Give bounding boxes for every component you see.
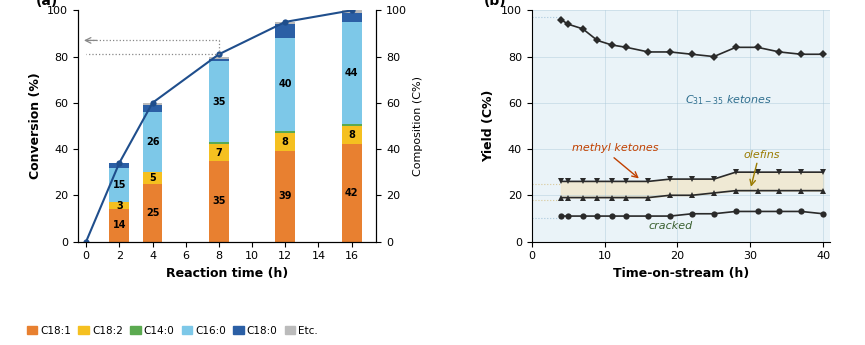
Bar [209,57,229,59]
Bar [209,161,229,242]
Text: 8: 8 [348,130,355,140]
Bar [275,130,295,133]
X-axis label: Time-on-stream (h): Time-on-stream (h) [613,267,749,280]
Text: methyl ketones: methyl ketones [572,144,658,153]
Text: 39: 39 [279,191,292,201]
Text: C$_{31-35}$ ketones: C$_{31-35}$ ketones [685,93,772,107]
Text: 14: 14 [112,220,126,230]
Bar [209,61,229,142]
Y-axis label: Conversion (%): Conversion (%) [29,72,42,179]
Text: 25: 25 [146,208,159,218]
Bar [342,10,362,13]
Bar [143,184,163,242]
Bar [143,105,163,112]
Bar [342,13,362,22]
Bar [275,22,295,24]
Text: olefins: olefins [743,150,779,160]
Y-axis label: Yield (C%): Yield (C%) [483,90,496,162]
Text: 40: 40 [279,79,292,89]
Text: 44: 44 [345,68,358,78]
Bar [342,124,362,126]
Bar [109,163,129,168]
Legend: C18:1, C18:2, C14:0, C16:0, C18:0, Etc.: C18:1, C18:2, C14:0, C16:0, C18:0, Etc. [22,322,323,340]
Text: 8: 8 [282,137,289,147]
Text: 3: 3 [116,201,123,211]
Bar [342,22,362,124]
Bar [275,24,295,38]
Text: 42: 42 [345,188,358,198]
Text: 35: 35 [212,196,226,206]
Bar [143,112,163,172]
Text: 26: 26 [146,137,159,147]
Bar [143,172,163,184]
Bar [275,38,295,130]
Text: 15: 15 [112,180,126,190]
Y-axis label: Composition (C%): Composition (C%) [413,76,423,176]
Bar [143,103,163,105]
X-axis label: Reaction time (h): Reaction time (h) [166,267,288,280]
Text: cracked: cracked [648,221,693,231]
Bar [275,133,295,151]
Bar [209,142,229,145]
Bar [109,209,129,242]
Bar [275,151,295,242]
Bar [109,202,129,209]
Text: 35: 35 [212,97,226,107]
Bar [209,59,229,61]
Bar [342,145,362,242]
Bar [209,145,229,161]
Text: 7: 7 [215,148,222,158]
Text: (b): (b) [484,0,507,8]
Text: 5: 5 [149,173,156,183]
Bar [109,168,129,202]
Bar [342,126,362,145]
Text: (a): (a) [36,0,58,8]
